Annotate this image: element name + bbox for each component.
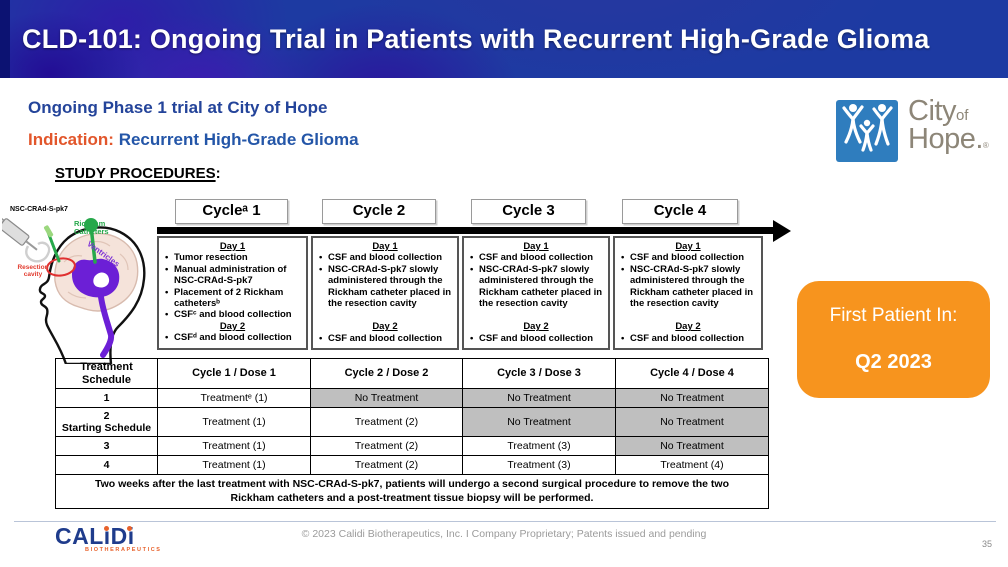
table-row: 4 Treatment (1) Treatment (2) Treatment …: [55, 455, 769, 475]
cycle-1-procedures: Day 1 Tumor resection Manual administrat…: [157, 236, 308, 350]
procedure-item: NSC-CRAd-S-pk7 slowly administered throu…: [317, 264, 453, 310]
rickham-catheters-label: Rickham Catheters: [74, 219, 109, 237]
table-cell: Treatment (2): [310, 436, 463, 456]
cycle-3-procedures: Day 1 CSF and blood collection NSC-CRAd-…: [462, 236, 610, 350]
table-footnote-row: Two weeks after the last treatment with …: [55, 473, 769, 510]
table-footnote: Two weeks after the last treatment with …: [55, 473, 769, 510]
catheter-dome: [84, 218, 98, 232]
brain-diagram: NSC-CRAd-S-pk7 Rickham Catheters Ventric…: [2, 202, 160, 364]
cycle-1-header: Cycleᵃ 1: [175, 199, 288, 224]
day1-label: Day 1: [219, 241, 246, 252]
table-cell: No Treatment: [615, 407, 769, 437]
subtitle-phase1: Ongoing Phase 1 trial at City of Hope: [28, 98, 328, 117]
indication-label: Indication:: [28, 130, 114, 149]
syringe-icon: [2, 214, 38, 251]
table-cell: No Treatment: [462, 407, 616, 437]
cycle-2-procedures: Day 1 CSF and blood collection NSC-CRAd-…: [311, 236, 459, 350]
day1-label: Day 1: [675, 241, 701, 252]
table-cell: Treatment (4): [615, 455, 769, 475]
table-row: 2 Starting Schedule Treatment (1) Treatme…: [55, 407, 769, 437]
timeline-arrow: [157, 219, 791, 242]
procedure-item: Placement of 2 Rickham cathetersᵇ: [163, 287, 302, 310]
cycle-4-procedures: Day 1 CSF and blood collection NSC-CRAd-…: [613, 236, 763, 350]
ventricles-shape: [72, 258, 120, 358]
table-cell: No Treatment: [462, 388, 616, 408]
table-cell: Treatment (1): [157, 455, 311, 475]
table-row: 3 Treatment (1) Treatment (2) Treatment …: [55, 436, 769, 456]
day1-label: Day 1: [372, 241, 398, 252]
callout-line2: Q2 2023: [855, 351, 932, 373]
calidi-i-dot: [127, 526, 132, 531]
table-cell: Treatment (1): [157, 407, 311, 437]
cycle-4-header: Cycle 4: [622, 199, 738, 224]
header-banner: CLD-101: Ongoing Trial in Patients with …: [0, 0, 1008, 78]
day2-label: Day 2: [219, 320, 246, 332]
syringe-label: NSC-CRAd-S-pk7: [10, 206, 68, 213]
copyright-text: © 2023 Calidi Biotherapeutics, Inc. I Co…: [301, 528, 707, 540]
cycle-2-header: Cycle 2: [322, 199, 436, 224]
column-header: Cycle 1 / Dose 1: [157, 358, 311, 389]
procedure-item: CSFᵈ and blood collection: [163, 332, 302, 344]
city-of-hope-emblem-icon: [836, 100, 898, 162]
procedure-item: CSF and blood collection: [317, 252, 453, 264]
column-header: Cycle 3 / Dose 3: [462, 358, 616, 389]
procedure-item: NSC-CRAd-S-pk7 slowly administered throu…: [619, 264, 757, 310]
table-cell: Treatment (3): [462, 436, 616, 456]
schedule-number: 4: [103, 458, 110, 471]
schedule-number: 3: [103, 439, 110, 452]
column-header: Treatment Schedule: [55, 358, 158, 389]
procedure-item: CSF and blood collection: [468, 333, 604, 345]
city-of-hope-logo: Cityof Hope.®: [836, 96, 996, 174]
procedure-item: CSF and blood collection: [619, 333, 757, 345]
table-cell: Treatment (2): [310, 455, 463, 475]
procedure-item: CSF and blood collection: [317, 333, 453, 345]
table-cell: No Treatment: [310, 388, 463, 408]
calidi-wordmark: CALiDi: [55, 523, 135, 549]
day2-label: Day 2: [675, 321, 701, 333]
indication-line: Indication: Recurrent High-Grade Glioma: [28, 130, 359, 150]
footer-divider: [14, 521, 996, 522]
calidi-i-dot: [104, 526, 109, 531]
calidi-subtext: BIOTHERAPEUTICS: [85, 547, 162, 553]
indication-value: Recurrent High-Grade Glioma: [118, 130, 359, 149]
schedule-sublabel: Starting Schedule: [61, 422, 152, 434]
table-cell: Treatmentᵉ (1): [157, 388, 311, 408]
table-cell: Treatment (3): [462, 455, 616, 475]
treatment-schedule-table: Treatment Schedule Cycle 1 / Dose 1 Cycl…: [55, 358, 769, 510]
table-cell: No Treatment: [615, 388, 769, 408]
page-number: 35: [981, 539, 992, 549]
first-patient-callout: First Patient In: Q2 2023: [797, 281, 990, 398]
day1-label: Day 1: [523, 241, 549, 252]
procedure-item: CSF and blood collection: [619, 252, 757, 264]
page-title: CLD-101: Ongoing Trial in Patients with …: [22, 24, 930, 54]
callout-line1: First Patient In:: [829, 305, 958, 326]
resection-cavity-label: Resection cavity: [17, 264, 49, 279]
column-header: Cycle 2 / Dose 2: [310, 358, 463, 389]
schedule-number: 1: [103, 391, 110, 404]
syringe-tube: [25, 241, 51, 263]
procedure-item: Tumor resection: [163, 252, 302, 264]
table-row: 1 Treatmentᵉ (1) No Treatment No Treatme…: [55, 388, 769, 408]
procedure-item: Manual administration of NSC-CRAd-S-pk7: [163, 264, 302, 287]
cycle-3-header: Cycle 3: [471, 199, 586, 224]
day2-label: Day 2: [523, 321, 549, 333]
procedure-item: NSC-CRAd-S-pk7 slowly administered throu…: [468, 264, 604, 310]
procedure-item: CSF and blood collection: [468, 252, 604, 264]
table-cell: Treatment (2): [310, 407, 463, 437]
table-cell: Treatment (1): [157, 436, 311, 456]
column-header: Cycle 4 / Dose 4: [615, 358, 769, 389]
table-header-row: Treatment Schedule Cycle 1 / Dose 1 Cycl…: [55, 358, 769, 389]
procedure-item: CSFᶜ and blood collection: [163, 309, 302, 321]
study-procedures-heading: STUDY PROCEDURES:: [55, 165, 221, 182]
resection-cavity-outline: [46, 257, 76, 277]
table-cell: No Treatment: [615, 436, 769, 456]
schedule-number: 2: [103, 409, 110, 422]
calidi-logo: CALiDi BIOTHERAPEUTICS: [55, 523, 162, 554]
city-of-hope-wordmark: Cityof Hope.®: [908, 95, 989, 155]
day2-label: Day 2: [372, 321, 398, 333]
